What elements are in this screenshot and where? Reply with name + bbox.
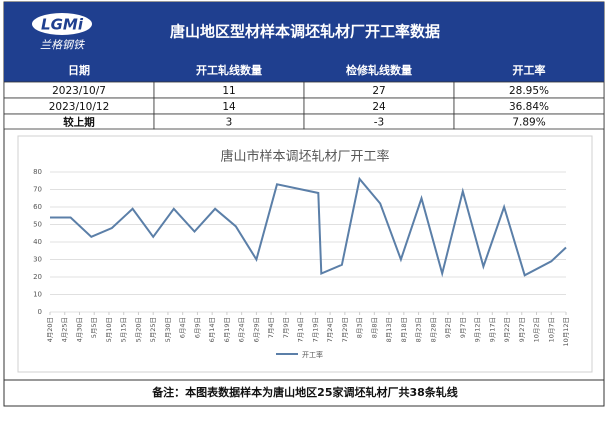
x-tick-label: 8月23日 bbox=[415, 317, 423, 342]
chart-box bbox=[17, 135, 593, 373]
x-tick-label: 5月20日 bbox=[134, 317, 142, 342]
cell-text: 11 bbox=[222, 85, 235, 97]
y-tick-label: 40 bbox=[33, 238, 42, 246]
cell-text: -3 bbox=[374, 117, 384, 129]
y-tick-label: 50 bbox=[33, 221, 42, 229]
y-tick-label: 0 bbox=[38, 308, 42, 316]
y-tick-label: 70 bbox=[33, 186, 42, 194]
x-tick-label: 9月12日 bbox=[474, 317, 482, 342]
x-tick-label: 5月25日 bbox=[149, 317, 157, 342]
y-tick-label: 20 bbox=[33, 273, 42, 281]
column-header: 日期 bbox=[68, 63, 90, 77]
cell-text: 14 bbox=[222, 101, 236, 113]
cell-text: 较上期 bbox=[63, 116, 95, 129]
x-tick-label: 8月13日 bbox=[385, 317, 393, 342]
x-tick-label: 9月22日 bbox=[503, 317, 511, 342]
cell-text: 27 bbox=[372, 85, 385, 97]
x-tick-label: 8月8日 bbox=[370, 317, 378, 338]
x-tick-label: 10月7日 bbox=[547, 317, 555, 342]
x-tick-label: 5月5日 bbox=[90, 317, 98, 338]
x-tick-label: 10月2日 bbox=[533, 317, 541, 342]
x-tick-label: 5月30日 bbox=[164, 317, 172, 342]
cell-text: 7.89% bbox=[512, 117, 545, 129]
x-tick-label: 4月30日 bbox=[75, 317, 83, 342]
x-tick-label: 9月17日 bbox=[488, 317, 496, 342]
cell-text: 24 bbox=[372, 101, 386, 113]
x-tick-label: 6月14日 bbox=[208, 317, 216, 342]
column-header: 开工轧线数量 bbox=[196, 63, 262, 77]
x-tick-label: 5月15日 bbox=[120, 317, 128, 342]
x-tick-label: 4月25日 bbox=[61, 317, 69, 342]
table: 日期 开工轧线数量 检修轧线数量 开工率 2023/10/7 11 27 28.95% 2023… bbox=[3, 60, 605, 130]
x-tick-label: 4月20日 bbox=[46, 317, 54, 342]
x-tick-label: 8月28日 bbox=[429, 317, 437, 342]
x-tick-label: 6月24日 bbox=[238, 317, 246, 342]
x-tick-label: 7月4日 bbox=[267, 317, 275, 338]
x-tick-label: 6月19日 bbox=[223, 317, 231, 342]
logo-name: 兰格钢铁 bbox=[40, 39, 86, 52]
x-tick-label: 5月10日 bbox=[105, 317, 113, 342]
header-bar bbox=[4, 2, 604, 60]
cell-text: 2023/10/7 bbox=[52, 85, 106, 97]
table-header-bg bbox=[4, 60, 604, 82]
cell-text: 3 bbox=[226, 117, 233, 129]
logo-badge bbox=[32, 13, 92, 35]
cell-text: 36.84% bbox=[509, 101, 549, 113]
x-tick-label: 9月2日 bbox=[444, 317, 452, 338]
x-tick-label: 7月9日 bbox=[282, 317, 290, 338]
note: 备注：本图表数据样本为唐山地区25家调坯轧材厂共38条轧线 bbox=[151, 385, 458, 399]
x-tick-label: 8月3日 bbox=[356, 317, 364, 338]
x-tick-label: 6月9日 bbox=[193, 317, 201, 338]
legend-label: 开工率 bbox=[302, 350, 323, 359]
logo-mark: LGMi bbox=[41, 16, 84, 34]
chart-title: 唐山市样本调坯轧材厂开工率 bbox=[220, 149, 389, 165]
table-cell bbox=[453, 113, 605, 130]
y-tick-label: 80 bbox=[33, 168, 42, 176]
x-tick-label: 6月4日 bbox=[179, 317, 187, 338]
series-line bbox=[50, 176, 567, 278]
cell-text: 28.95% bbox=[509, 85, 549, 97]
y-tick-label: 10 bbox=[33, 291, 42, 299]
x-tick-label: 9月7日 bbox=[459, 317, 467, 338]
x-tick-label: 7月19日 bbox=[311, 317, 319, 342]
x-tick-label: 7月29日 bbox=[341, 317, 349, 342]
x-tick-label: 9月27日 bbox=[518, 317, 526, 342]
y-tick-label: 30 bbox=[33, 256, 42, 264]
header-title: 唐山地区型材样本调坯轧材厂开工率数据 bbox=[170, 23, 440, 41]
y-tick-label: 60 bbox=[33, 203, 42, 211]
x-tick-label: 10月12日 bbox=[562, 317, 570, 347]
cell-text: 2023/10/12 bbox=[49, 101, 110, 113]
x-tick-label: 8月18日 bbox=[400, 317, 408, 342]
column-header: 检修轧线数量 bbox=[346, 63, 412, 77]
column-header: 开工率 bbox=[513, 63, 546, 77]
chart: 唐山市样本调坯轧材厂开工率 0 10 20 30 40 50 60 70 80 4月20日 4月25日… bbox=[17, 135, 593, 373]
x-tick-label: 7月14日 bbox=[297, 317, 305, 342]
x-tick-label: 6月29日 bbox=[252, 317, 260, 342]
x-tick-label: 7月24日 bbox=[326, 317, 334, 342]
